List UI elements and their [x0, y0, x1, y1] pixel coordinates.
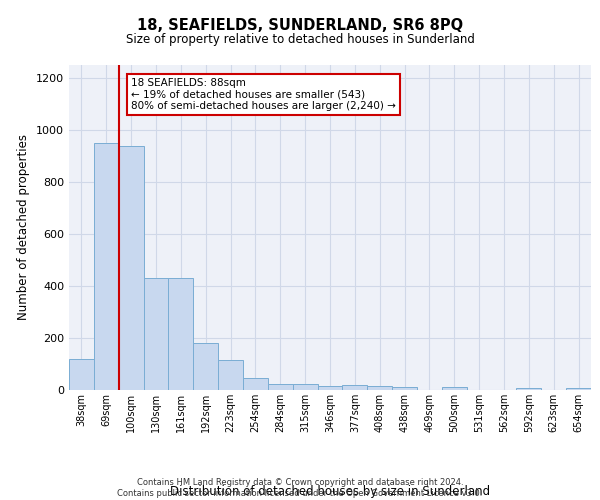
Bar — [193, 343, 218, 390]
Bar — [218, 360, 243, 390]
Bar — [442, 388, 467, 390]
Bar — [367, 386, 392, 390]
Bar — [392, 388, 417, 390]
Bar — [293, 384, 317, 390]
Bar — [119, 146, 143, 390]
Y-axis label: Number of detached properties: Number of detached properties — [17, 134, 31, 320]
Bar — [94, 143, 119, 390]
Bar — [69, 359, 94, 390]
Bar — [566, 388, 591, 390]
Text: 18, SEAFIELDS, SUNDERLAND, SR6 8PQ: 18, SEAFIELDS, SUNDERLAND, SR6 8PQ — [137, 18, 463, 32]
Bar — [169, 278, 193, 390]
Bar — [517, 388, 541, 390]
Text: Size of property relative to detached houses in Sunderland: Size of property relative to detached ho… — [125, 32, 475, 46]
Bar — [143, 278, 169, 390]
Bar — [343, 386, 367, 390]
X-axis label: Distribution of detached houses by size in Sunderland: Distribution of detached houses by size … — [170, 485, 490, 498]
Bar — [243, 378, 268, 390]
Bar — [268, 384, 293, 390]
Text: 18 SEAFIELDS: 88sqm
← 19% of detached houses are smaller (543)
80% of semi-detac: 18 SEAFIELDS: 88sqm ← 19% of detached ho… — [131, 78, 396, 111]
Text: Contains HM Land Registry data © Crown copyright and database right 2024.
Contai: Contains HM Land Registry data © Crown c… — [118, 478, 482, 498]
Bar — [317, 386, 343, 390]
